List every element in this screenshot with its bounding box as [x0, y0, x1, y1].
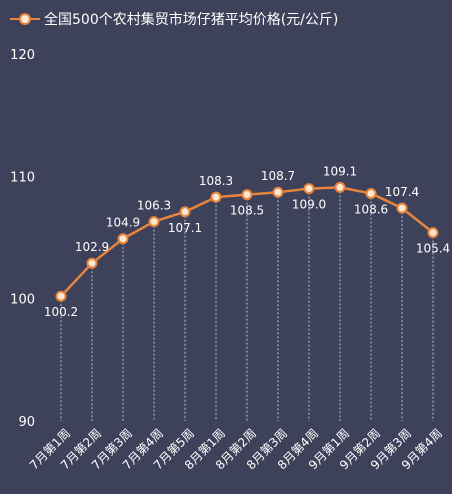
- data-point: [86, 257, 98, 269]
- data-label: 107.4: [385, 185, 419, 199]
- data-label: 104.9: [106, 216, 140, 230]
- data-point: [334, 181, 346, 193]
- data-label: 108.6: [354, 202, 388, 216]
- data-label: 108.7: [261, 169, 295, 183]
- data-label: 100.2: [44, 305, 78, 319]
- data-point: [148, 216, 160, 228]
- data-point: [55, 290, 67, 302]
- data-point: [365, 187, 377, 199]
- y-tick-label: 120: [10, 48, 35, 63]
- data-label: 107.1: [168, 221, 202, 235]
- data-label: 109.0: [292, 198, 326, 212]
- legend-marker-icon: [19, 13, 31, 25]
- data-point: [241, 189, 253, 201]
- data-labels: 100.2 102.9 104.9 106.3 107.1 108.3 108.5 108.7…: [44, 164, 450, 319]
- series: [55, 181, 439, 302]
- data-point: [117, 233, 129, 245]
- data-label: 106.3: [137, 199, 171, 213]
- data-label: 109.1: [323, 164, 357, 178]
- data-point: [272, 186, 284, 198]
- data-point: [210, 191, 222, 203]
- data-label: 105.4: [416, 242, 450, 256]
- y-tick-label: 100: [10, 293, 35, 308]
- data-point: [303, 183, 315, 195]
- data-label: 108.5: [230, 204, 264, 218]
- data-point: [396, 202, 408, 214]
- data-point: [427, 227, 439, 239]
- data-label: 108.3: [199, 174, 233, 188]
- legend-label: 全国500个农村集贸市场仔猪平均价格(元/公斤): [44, 11, 338, 28]
- data-point: [179, 206, 191, 218]
- y-axis: 90 100 110 120: [10, 48, 35, 430]
- y-tick-label: 110: [10, 170, 35, 185]
- data-label: 102.9: [75, 240, 109, 254]
- drop-lines: [60, 187, 434, 421]
- y-tick-label: 90: [18, 415, 35, 430]
- legend: 全国500个农村集贸市场仔猪平均价格(元/公斤): [10, 11, 338, 28]
